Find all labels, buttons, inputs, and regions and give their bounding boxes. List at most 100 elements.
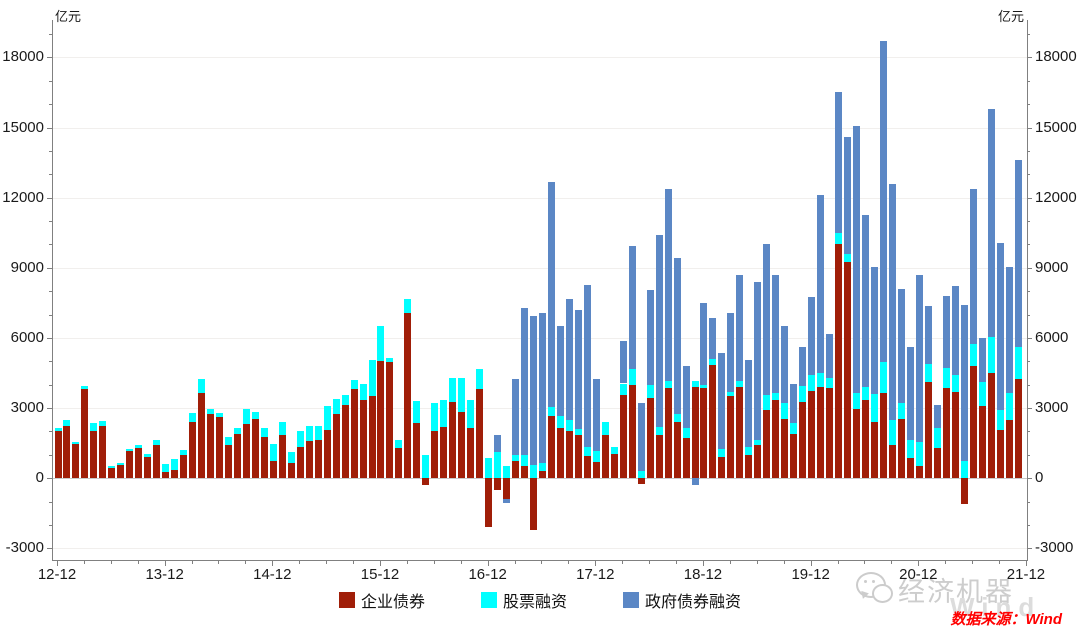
x-axis-tick bbox=[918, 561, 920, 566]
y-axis-tick bbox=[1027, 548, 1032, 550]
bar-segment bbox=[476, 369, 484, 390]
x-axis-tick bbox=[595, 561, 597, 566]
bar-segment bbox=[754, 445, 762, 479]
x-axis-tick-label: 15-12 bbox=[360, 566, 400, 583]
bar-segment bbox=[799, 347, 807, 386]
bar-segment bbox=[458, 411, 466, 479]
bar-segment bbox=[350, 380, 358, 390]
bar-segment bbox=[664, 189, 672, 382]
bar-segment bbox=[260, 437, 268, 479]
bar-segment bbox=[853, 126, 860, 393]
y-axis-tick-label: 9000 bbox=[10, 258, 44, 276]
y-axis-tick bbox=[47, 548, 52, 550]
bar-segment bbox=[99, 420, 107, 426]
x-axis-tick bbox=[729, 561, 731, 564]
bar-segment bbox=[601, 422, 609, 435]
gridline bbox=[53, 267, 1027, 269]
bar-segment bbox=[574, 434, 582, 479]
bar-segment bbox=[718, 457, 726, 479]
y-axis-tick bbox=[47, 57, 52, 59]
bar-segment bbox=[655, 434, 663, 479]
bar-segment bbox=[817, 372, 825, 387]
bar-segment bbox=[646, 290, 654, 385]
bar-segment bbox=[108, 467, 116, 479]
x-axis-tick-label: 20-12 bbox=[899, 566, 938, 583]
bar-segment bbox=[619, 383, 627, 396]
gridline bbox=[53, 57, 1027, 59]
bar-segment bbox=[395, 439, 403, 448]
bar-segment bbox=[377, 326, 385, 362]
bar-segment bbox=[485, 458, 493, 479]
bar-segment bbox=[476, 389, 484, 479]
bar-segment bbox=[745, 454, 753, 479]
bar-segment bbox=[207, 409, 215, 414]
bar-segment bbox=[215, 417, 223, 479]
x-axis-tick bbox=[245, 561, 247, 564]
bar-segment bbox=[736, 381, 744, 387]
bar-segment bbox=[601, 434, 609, 479]
bar-segment bbox=[646, 384, 654, 398]
bar-segment bbox=[664, 381, 672, 389]
bar-segment bbox=[287, 462, 295, 479]
y-axis-tick bbox=[49, 361, 52, 363]
bar-segment bbox=[906, 458, 914, 479]
legend-item-equity-financing: 股票融资 bbox=[480, 588, 567, 612]
y-axis-tick bbox=[1027, 408, 1032, 410]
y-axis-tick-label: -3000 bbox=[1035, 539, 1074, 557]
bar-segment bbox=[521, 307, 529, 455]
x-axis-tick bbox=[972, 561, 974, 564]
bar-segment bbox=[933, 427, 941, 448]
bar-segment bbox=[799, 385, 807, 403]
bar-segment bbox=[126, 451, 134, 479]
bar-segment bbox=[924, 306, 932, 364]
bar-segment bbox=[933, 447, 941, 479]
bar-segment bbox=[547, 406, 555, 417]
y-axis-tick-label: 9000 bbox=[1035, 258, 1069, 276]
bar-segment bbox=[996, 430, 1004, 479]
bar-segment bbox=[99, 425, 107, 479]
bar-segment bbox=[521, 466, 529, 479]
bar-segment bbox=[556, 326, 564, 417]
bar-segment bbox=[422, 478, 430, 486]
bar-segment bbox=[368, 396, 376, 479]
y-axis-tick bbox=[47, 197, 52, 199]
x-axis-tick bbox=[83, 561, 85, 564]
bar-segment bbox=[763, 244, 771, 396]
bar-segment bbox=[296, 446, 304, 479]
bar-segment bbox=[960, 460, 968, 479]
y-axis-unit-right: 亿元 bbox=[997, 9, 1024, 24]
bar-segment bbox=[269, 444, 277, 461]
bar-segment bbox=[754, 439, 762, 446]
y-axis-tick bbox=[1027, 244, 1030, 246]
x-axis-tick bbox=[110, 561, 112, 564]
bar-segment bbox=[565, 431, 573, 479]
bar-segment bbox=[180, 450, 188, 455]
y-axis-tick bbox=[49, 314, 52, 316]
bar-segment bbox=[628, 384, 636, 479]
y-axis-tick bbox=[1027, 221, 1030, 223]
bar-segment bbox=[826, 377, 834, 389]
x-axis-tick bbox=[218, 561, 220, 564]
zero-gridline bbox=[53, 478, 1027, 480]
watermark-wind-text: Wind bbox=[950, 592, 1042, 622]
bar-segment bbox=[538, 462, 546, 472]
bar-segment bbox=[251, 418, 259, 479]
bar-segment bbox=[861, 215, 869, 387]
bar-segment bbox=[278, 422, 286, 435]
bar-segment bbox=[682, 427, 690, 439]
bar-segment bbox=[978, 382, 986, 406]
bar-segment bbox=[861, 399, 869, 479]
bar-segment bbox=[924, 363, 932, 383]
bar-segment bbox=[278, 434, 286, 479]
bar-segment bbox=[449, 377, 457, 403]
bar-segment bbox=[162, 464, 170, 473]
bar-segment bbox=[530, 478, 538, 530]
bar-segment bbox=[646, 397, 654, 479]
bar-segment bbox=[135, 447, 143, 479]
y-axis-tick bbox=[1027, 80, 1030, 82]
bar-segment bbox=[494, 452, 502, 479]
legend-item-corporate-bonds: 企业债券 bbox=[338, 588, 425, 612]
y-axis-tick bbox=[47, 478, 52, 480]
bar-segment bbox=[673, 258, 681, 414]
bar-segment bbox=[1014, 347, 1022, 379]
